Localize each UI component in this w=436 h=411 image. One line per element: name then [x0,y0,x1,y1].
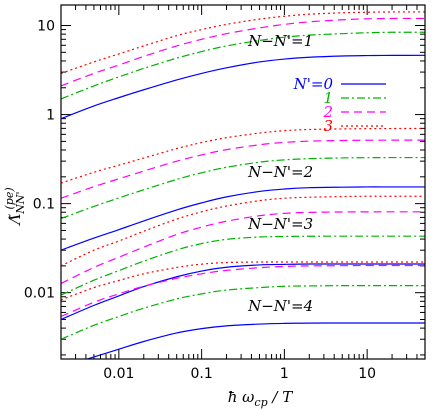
series-line-2-2 [61,139,425,199]
series-line-4-2 [61,264,425,318]
y-tick-label: 10 [37,19,55,35]
series-line-2-0 [61,186,425,251]
tick-labels: 0.01 0.1 1 10 0.01 0.1 1 10 [24,19,376,382]
legend-label-2: 2 [322,103,333,121]
y-tick-label: 1 [46,108,55,124]
group-label: N−N'=3 [247,215,313,233]
x-tick-label: 10 [358,366,376,382]
x-tick-label: 1 [280,366,289,382]
plot-frame [60,4,426,360]
series-line-2-1 [61,156,425,220]
series-line-4-1 [61,285,425,340]
series-line-1-2 [61,17,425,87]
series-layer [61,11,425,359]
group-label: N−N'=1 [247,32,313,50]
series-line-3-0 [61,263,425,321]
annotation-layer: N−N'=1 N−N'=2 N−N'=3 N−N'=4 [247,32,313,315]
series-line-4-0 [85,322,425,359]
axis-ticks [60,5,426,359]
series-line-4-3 [61,261,425,301]
x-axis-title: ħ ωcp / T [228,388,293,409]
y-tick-label: 0.01 [24,286,55,302]
y-tick-label: 0.1 [33,197,55,213]
series-line-2-3 [61,127,425,184]
y-axis-title: Λ̃NN'(pe) [3,187,27,226]
series-line-3-2 [61,211,425,284]
legend-label-1: 1 [323,89,333,107]
legend-label-3: 3 [323,117,333,135]
series-line-1-1 [61,31,425,100]
group-label: N−N'=2 [247,163,313,181]
x-tick-label: 0.01 [103,366,134,382]
group-label: N−N'=4 [247,297,313,315]
x-tick-label: 0.1 [190,366,212,382]
series-line-3-1 [61,235,425,296]
series-line-3-3 [61,195,425,267]
legend-label-0: N'=0 [293,75,334,93]
series-line-1-0 [61,54,425,120]
